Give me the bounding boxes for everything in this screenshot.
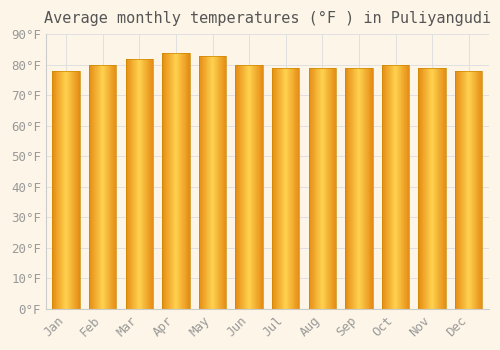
Title: Average monthly temperatures (°F ) in Puliyangudi: Average monthly temperatures (°F ) in Pu… bbox=[44, 11, 491, 26]
Bar bbox=[418, 68, 446, 309]
Bar bbox=[52, 71, 80, 309]
Bar bbox=[308, 68, 336, 309]
Bar bbox=[162, 52, 190, 309]
Bar bbox=[382, 65, 409, 309]
Bar bbox=[345, 68, 372, 309]
Bar bbox=[236, 65, 263, 309]
Bar bbox=[199, 56, 226, 309]
Bar bbox=[89, 65, 117, 309]
Bar bbox=[455, 71, 482, 309]
Bar bbox=[272, 68, 299, 309]
Bar bbox=[126, 59, 153, 309]
